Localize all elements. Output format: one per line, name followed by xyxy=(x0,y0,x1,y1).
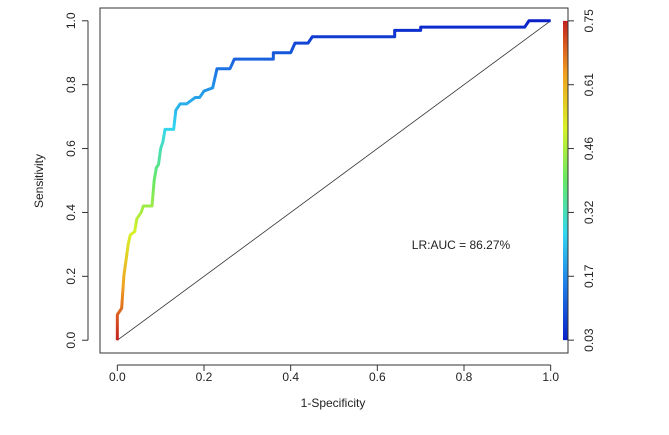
annotation: LR:AUC = 86.27% xyxy=(412,238,511,252)
x-axis-label: 1-Specificity xyxy=(301,396,366,410)
y-tick-label: 0.8 xyxy=(64,76,78,93)
color-bar xyxy=(563,20,568,341)
x-tick-label: 0.8 xyxy=(456,370,473,384)
y-tick-label: 0.4 xyxy=(64,204,78,221)
y2-tick-label: 0.32 xyxy=(582,200,596,224)
y-tick-label: 1.0 xyxy=(64,12,78,29)
x-tick-label: 0.2 xyxy=(196,370,213,384)
y2-tick-label: 0.75 xyxy=(582,9,596,33)
y-tick-label: 0.0 xyxy=(64,332,78,349)
x-tick-label: 0.4 xyxy=(282,370,299,384)
y-tick-label: 0.6 xyxy=(64,140,78,157)
y2-tick-label: 0.17 xyxy=(582,264,596,288)
x-tick-label: 1.0 xyxy=(542,370,559,384)
x-tick-label: 0.6 xyxy=(369,370,386,384)
y-tick-label: 0.2 xyxy=(64,268,78,285)
y2-tick-label: 0.03 xyxy=(582,328,596,352)
roc-curve xyxy=(115,19,551,341)
reference-line xyxy=(117,20,551,341)
y-axis-label: Sensitivity xyxy=(32,154,46,208)
y2-tick-label: 0.61 xyxy=(582,73,596,97)
x-tick-label: 0.0 xyxy=(109,370,126,384)
y2-tick-label: 0.46 xyxy=(582,137,596,161)
